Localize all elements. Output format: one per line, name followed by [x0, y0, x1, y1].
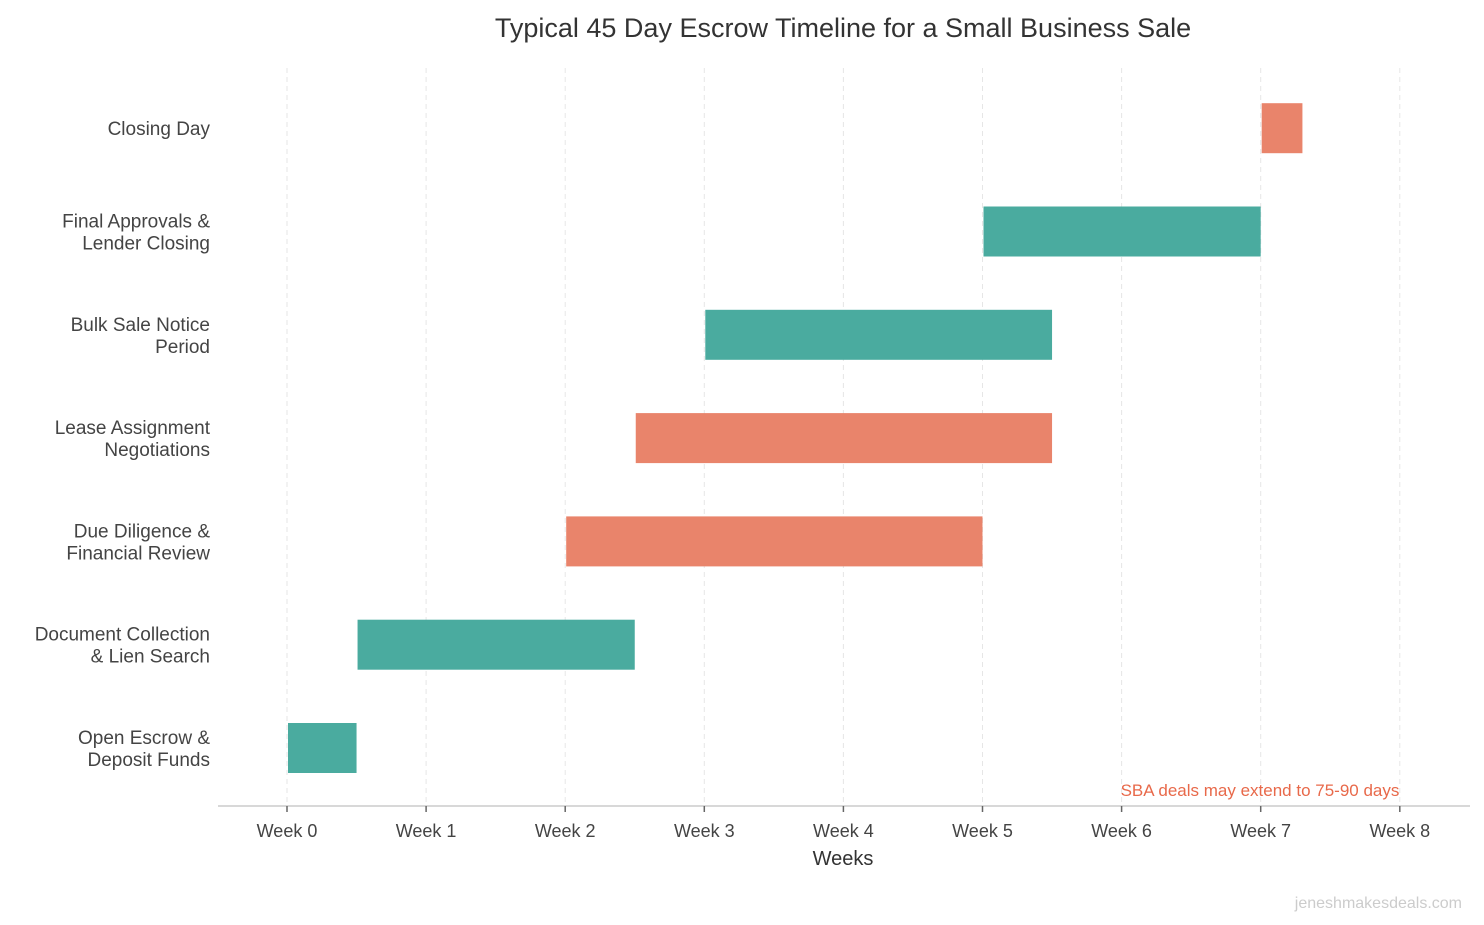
task-label: Lender Closing: [82, 234, 210, 255]
x-tick-label: Week 5: [952, 821, 1013, 841]
task-label: Period: [155, 337, 210, 358]
task-bar: [357, 619, 635, 670]
task-label: Open Escrow &: [78, 728, 210, 749]
x-tick-label: Week 2: [535, 821, 596, 841]
x-tick-label: Week 7: [1230, 821, 1291, 841]
x-tick-label: Week 3: [674, 821, 735, 841]
task-label: Bulk Sale Notice: [71, 315, 210, 336]
task-label: Financial Review: [66, 543, 210, 564]
task-label: Final Approvals &: [62, 212, 210, 233]
task-label: Closing Day: [108, 119, 211, 140]
x-tick-label: Week 1: [396, 821, 457, 841]
x-tick-label: Week 0: [257, 821, 318, 841]
task-bar: [566, 516, 983, 567]
task-label: Document Collection: [35, 625, 210, 646]
watermark: jeneshmakesdeals.com: [1294, 895, 1462, 912]
x-axis-label: Weeks: [813, 848, 874, 870]
annotation-text: SBA deals may extend to 75-90 days: [1121, 781, 1400, 800]
task-label: Deposit Funds: [87, 750, 210, 771]
task-bar: [1261, 103, 1303, 154]
task-label: Negotiations: [104, 440, 210, 461]
task-bar: [288, 723, 357, 773]
task-label: Due Diligence &: [74, 521, 211, 542]
x-tick-label: Week 8: [1369, 821, 1430, 841]
x-tick-label: Week 4: [813, 821, 874, 841]
task-bar: [983, 206, 1261, 257]
chart-title: Typical 45 Day Escrow Timeline for a Sma…: [495, 13, 1191, 43]
x-tick-label: Week 6: [1091, 821, 1152, 841]
task-label: Lease Assignment: [55, 418, 211, 439]
task-bar: [635, 413, 1053, 464]
task-label: & Lien Search: [91, 647, 210, 668]
task-bar: [705, 309, 1053, 360]
